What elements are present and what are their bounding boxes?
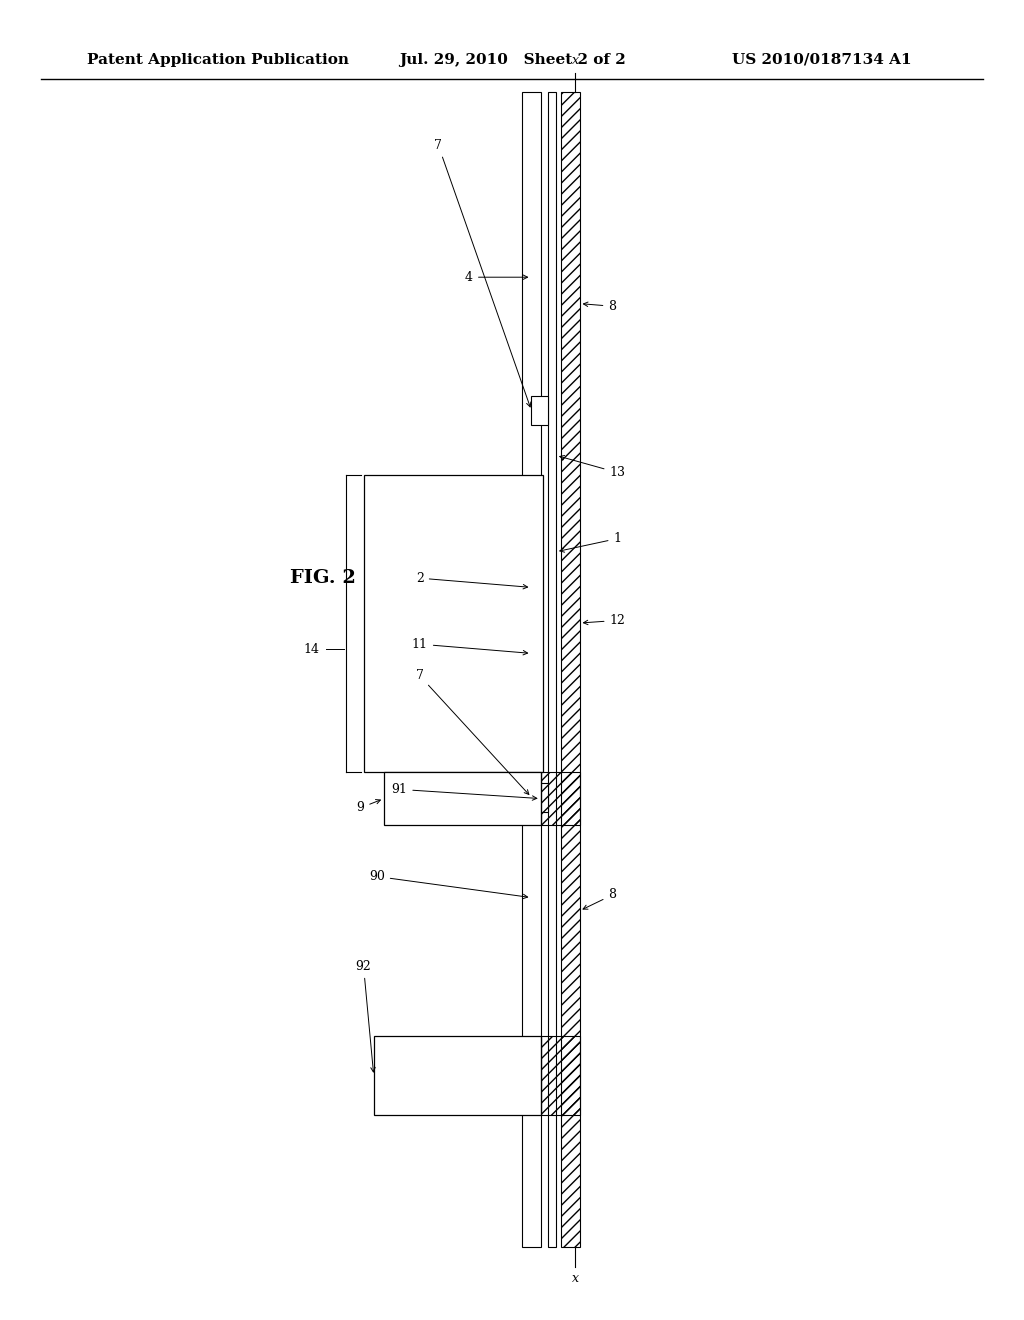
Text: 7: 7	[416, 669, 528, 795]
Bar	[541, 772, 580, 825]
Text: 8: 8	[583, 888, 616, 909]
Text: US 2010/0187134 A1: US 2010/0187134 A1	[732, 53, 911, 67]
Bar	[561, 92, 580, 1247]
Text: x: x	[572, 1272, 579, 1286]
Text: 9: 9	[356, 800, 380, 814]
Text: 4: 4	[465, 271, 527, 284]
Text: 7: 7	[434, 139, 530, 407]
Bar	[384, 772, 541, 825]
Bar	[531, 396, 548, 425]
Text: 91: 91	[391, 783, 537, 800]
Text: Jul. 29, 2010   Sheet 2 of 2: Jul. 29, 2010 Sheet 2 of 2	[399, 53, 626, 67]
Bar	[374, 1036, 541, 1115]
Bar	[364, 475, 543, 772]
Bar	[548, 92, 556, 1247]
Bar	[541, 1036, 580, 1115]
Text: 1: 1	[560, 532, 622, 552]
Text: Patent Application Publication: Patent Application Publication	[87, 53, 349, 67]
Text: 2: 2	[416, 572, 527, 589]
Text: 13: 13	[560, 455, 626, 479]
Text: 90: 90	[369, 870, 527, 899]
Text: 8: 8	[584, 300, 616, 313]
Bar	[522, 92, 541, 1247]
Text: 92: 92	[355, 960, 375, 1072]
Text: x: x	[572, 54, 579, 67]
Bar	[531, 783, 548, 812]
Text: 14: 14	[303, 643, 319, 656]
Text: 11: 11	[412, 638, 527, 655]
Text: 12: 12	[584, 614, 626, 627]
Text: FIG. 2: FIG. 2	[290, 569, 355, 587]
